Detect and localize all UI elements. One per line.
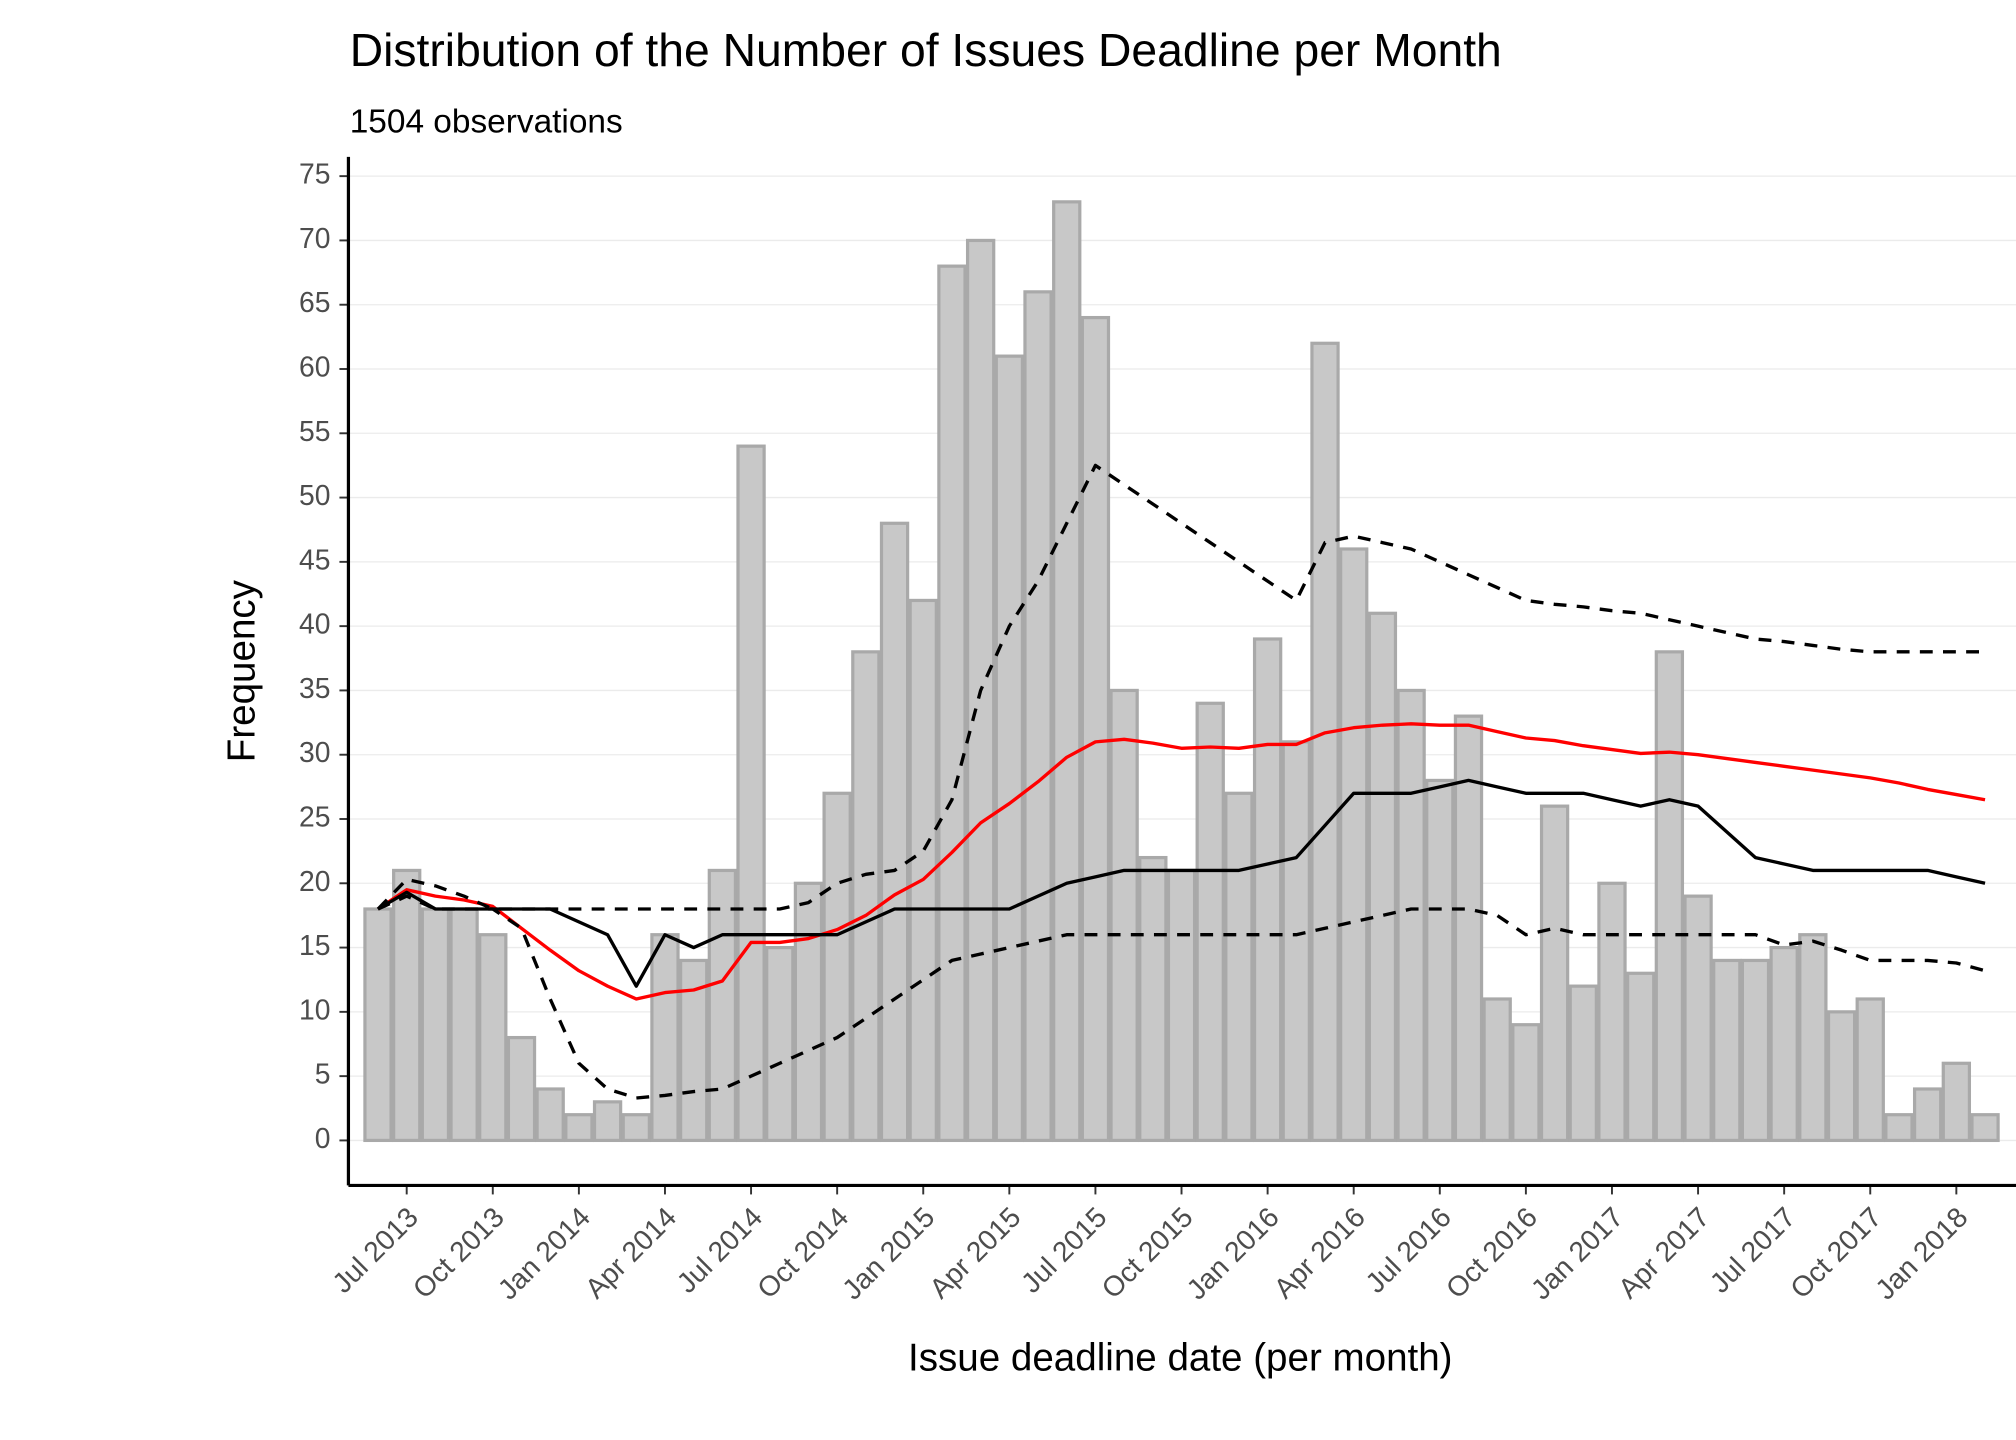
chart-subtitle: 1504 observations (350, 103, 623, 140)
x-tick-label: Oct 2015 (1095, 1201, 1199, 1305)
y-tick-label: 75 (299, 158, 330, 190)
y-axis-title: Frequency (220, 579, 263, 762)
x-tick-label: Apr 2015 (923, 1201, 1027, 1305)
x-tick-label: Oct 2014 (751, 1201, 855, 1305)
lines-layer (376, 463, 1986, 1100)
y-tick-label: 35 (299, 672, 330, 704)
line (377, 722, 1986, 1001)
y-tick-label: 10 (299, 993, 330, 1025)
bar (535, 1087, 565, 1143)
y-tick-label: 60 (299, 350, 330, 382)
y-tick-label: 25 (299, 800, 330, 832)
x-tick-label: Jan 2016 (1180, 1201, 1285, 1306)
y-tick-label: 40 (299, 608, 330, 640)
bar (1597, 881, 1627, 1143)
x-tick-label: Jan 2015 (836, 1201, 941, 1306)
y-tick-label: 30 (299, 736, 330, 768)
bar (707, 868, 738, 1143)
bar (650, 933, 680, 1143)
bar (1109, 688, 1139, 1143)
x-axis-title: Issue deadline date (per month) (908, 1336, 1453, 1379)
bar (1740, 958, 1771, 1143)
bar (621, 1113, 651, 1143)
bar (1453, 714, 1484, 1143)
bar (994, 354, 1025, 1143)
axes-layer (339, 156, 2016, 1195)
bar (478, 933, 508, 1143)
y-tick-label: 45 (299, 543, 330, 575)
bar (1425, 778, 1455, 1143)
bar (1195, 701, 1225, 1143)
x-tick-label: Jan 2018 (1869, 1201, 1974, 1306)
bar (1023, 290, 1053, 1143)
bar (1367, 611, 1398, 1143)
y-tick-label: 55 (299, 415, 330, 447)
bar (449, 907, 479, 1143)
bar (736, 444, 766, 1143)
bar (822, 791, 852, 1143)
x-tick-label: Jan 2014 (491, 1201, 596, 1306)
bar (1855, 997, 1885, 1143)
bar (851, 650, 881, 1143)
y-tick-label: 5 (315, 1058, 331, 1090)
bar (363, 907, 393, 1143)
bar (420, 907, 451, 1143)
bar (937, 264, 967, 1143)
bar (1339, 547, 1369, 1143)
bar (1052, 200, 1082, 1143)
bar (1080, 315, 1111, 1143)
dashed-line (377, 894, 1986, 1100)
bar (1884, 1113, 1914, 1143)
bar (1568, 984, 1598, 1143)
bar (1281, 740, 1311, 1143)
bar (1511, 1023, 1541, 1143)
x-tick-label: Apr 2017 (1612, 1201, 1716, 1305)
y-tick-label: 20 (299, 865, 330, 897)
bar (592, 1100, 623, 1143)
y-tick-label: 15 (299, 929, 330, 961)
bar (1769, 945, 1799, 1143)
bar (1912, 1087, 1943, 1143)
bar (1224, 791, 1254, 1143)
chart-title: Distribution of the Number of Issues Dea… (350, 24, 1502, 76)
x-tick-label: Oct 2013 (406, 1201, 510, 1305)
bar (1252, 637, 1283, 1143)
bar (506, 1035, 537, 1143)
bar (1626, 971, 1656, 1143)
bar (564, 1113, 594, 1143)
bar (392, 868, 422, 1143)
x-tick-label: Apr 2014 (578, 1201, 682, 1305)
bars-layer (363, 200, 2000, 1143)
dashed-line (376, 463, 1986, 911)
bar (1539, 804, 1570, 1143)
x-tick-label: Apr 2016 (1267, 1201, 1371, 1305)
y-tick-label: 70 (299, 222, 330, 254)
x-tick-label: Oct 2016 (1439, 1201, 1543, 1305)
bar (1166, 868, 1197, 1143)
y-tick-label: 0 (315, 1122, 331, 1154)
bar (1970, 1113, 2000, 1143)
bar (793, 881, 824, 1143)
line (377, 778, 1986, 988)
bar (1826, 1010, 1857, 1143)
bar (765, 945, 795, 1143)
bar (1798, 933, 1828, 1143)
bar (1712, 958, 1742, 1143)
bar (1683, 894, 1713, 1143)
bar (1482, 997, 1512, 1143)
x-tick-label: Jan 2017 (1524, 1201, 1629, 1306)
bar (1654, 650, 1685, 1143)
y-tick-label: 50 (299, 479, 330, 511)
x-tick-label: Oct 2017 (1784, 1201, 1888, 1305)
bar (1138, 855, 1168, 1143)
bar (879, 521, 910, 1143)
y-tick-label: 65 (299, 286, 330, 318)
bar (1396, 688, 1426, 1143)
bar (1310, 341, 1340, 1143)
bar (1941, 1061, 1972, 1143)
